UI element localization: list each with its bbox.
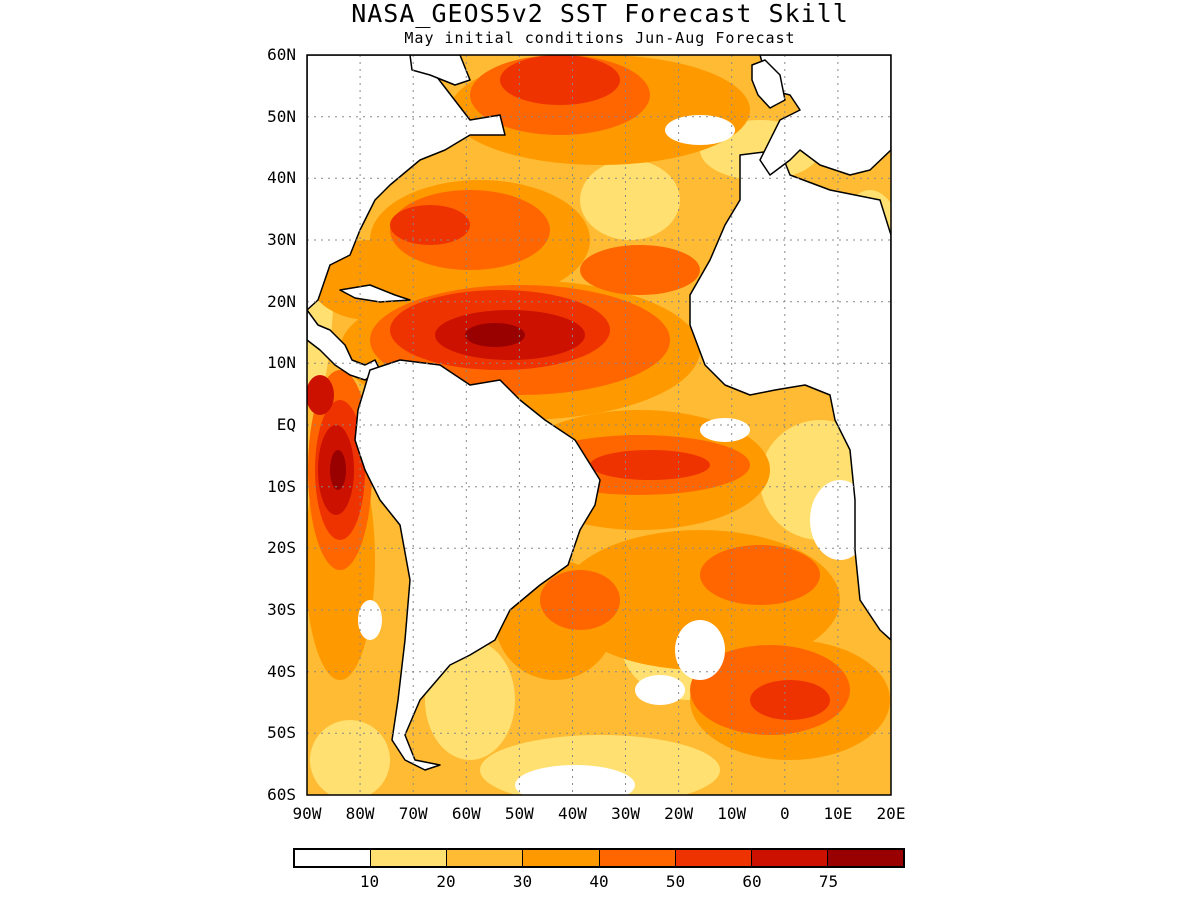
colorbar-swatch bbox=[599, 850, 676, 866]
map-subtitle: May initial conditions Jun-Aug Forecast bbox=[404, 29, 796, 47]
lat-tick-label: 20S bbox=[267, 538, 296, 558]
cuba-land bbox=[339, 284, 411, 303]
lat-tick-label: 50N bbox=[267, 106, 296, 126]
lat-tick-label: 10S bbox=[267, 476, 296, 496]
greenland-land bbox=[409, 55, 471, 86]
lon-tick-label: 90W bbox=[292, 804, 322, 823]
land-masses bbox=[307, 55, 891, 771]
colorbar-swatch bbox=[827, 850, 903, 866]
lon-tick-label: 60W bbox=[451, 804, 481, 823]
lat-tick-label: 40S bbox=[267, 661, 296, 681]
lon-tick-label: 20W bbox=[664, 804, 694, 823]
central-america-land bbox=[307, 309, 381, 381]
lon-tick-label: 40W bbox=[558, 804, 587, 823]
lat-tick-label: 30S bbox=[267, 600, 296, 619]
colorbar-label: 30 bbox=[512, 872, 533, 891]
lat-tick-label: 60N bbox=[267, 45, 296, 64]
south-america-land bbox=[354, 359, 601, 771]
lat-tick-label: EQ bbox=[276, 415, 296, 434]
colorbar-label: 20 bbox=[436, 872, 456, 891]
lon-tick-label: 30W bbox=[611, 804, 640, 823]
lon-tick-label: 10W bbox=[717, 804, 747, 823]
colorbar-label: 10 bbox=[359, 872, 380, 891]
lat-tick-label: 40N bbox=[267, 168, 296, 188]
lon-tick-label: 0 bbox=[779, 804, 790, 823]
lat-tick-label: 60S bbox=[267, 785, 296, 804]
colorbar bbox=[293, 848, 905, 868]
north-america-land bbox=[307, 55, 506, 311]
colorbar-label: 40 bbox=[589, 872, 609, 891]
lon-tick-label: 80W bbox=[345, 804, 375, 823]
colorbar-label: 75 bbox=[818, 872, 839, 891]
colorbar-label: 50 bbox=[665, 872, 686, 891]
africa-land bbox=[689, 149, 891, 641]
europe-land bbox=[759, 55, 891, 176]
lat-tick-label: 50S bbox=[267, 723, 296, 743]
map-frame bbox=[306, 54, 892, 796]
colorbar-swatch bbox=[675, 850, 752, 866]
lon-tick-label: 70W bbox=[398, 804, 428, 823]
colorbar-swatch bbox=[523, 850, 600, 866]
gridlines bbox=[307, 55, 891, 795]
lon-tick-label: 50W bbox=[504, 804, 534, 823]
colorbar-label: 60 bbox=[742, 872, 762, 891]
uk-ireland-land bbox=[751, 59, 786, 109]
colorbar-swatch bbox=[371, 850, 448, 866]
lat-tick-label: 30N bbox=[267, 230, 296, 249]
lat-tick-label: 20N bbox=[267, 291, 296, 311]
colorbar-swatch bbox=[751, 850, 828, 866]
lon-tick-label: 10E bbox=[823, 804, 853, 823]
colorbar-swatch bbox=[447, 850, 524, 866]
map-title: NASA_GEOS5v2 SST Forecast Skill bbox=[351, 0, 849, 28]
lon-tick-label: 20E bbox=[876, 804, 906, 823]
colorbar-swatch bbox=[295, 850, 372, 866]
lat-tick-label: 10N bbox=[267, 353, 296, 373]
